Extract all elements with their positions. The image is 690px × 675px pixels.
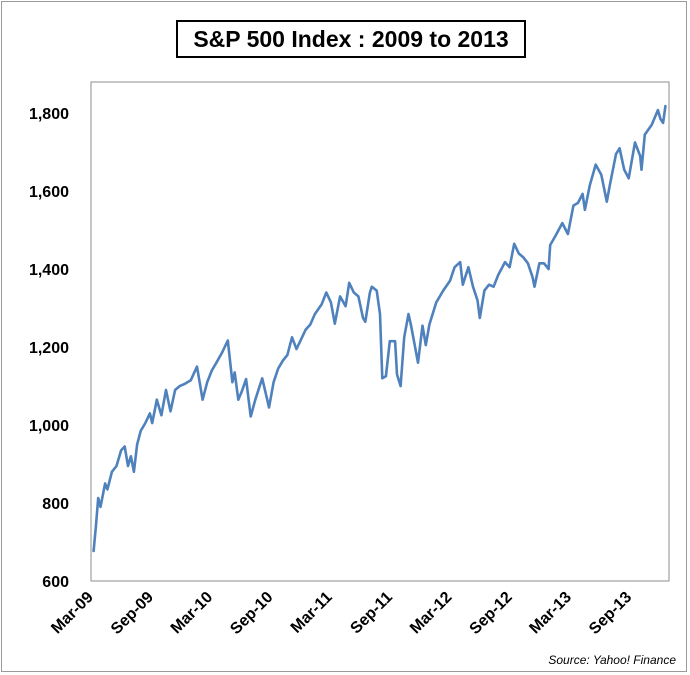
x-axis: Mar-09 Sep-09 Mar-10 Sep-10 Mar-11 Sep-11 Mar-…: [48, 589, 635, 638]
y-tick-label: 1,400: [29, 262, 69, 279]
y-axis: 600 800 1,000 1,200 1,400 1,600 1,800: [29, 106, 69, 591]
y-tick-label: 1,200: [29, 340, 69, 357]
x-tick-label: Mar-12: [407, 589, 456, 638]
y-tick-label: 1,800: [29, 106, 69, 123]
series-line: [92, 104, 667, 553]
x-tick-label: Mar-11: [288, 589, 336, 637]
x-tick-label: Sep-09: [108, 589, 157, 638]
chart-title: S&P 500 Index : 2009 to 2013: [176, 20, 526, 58]
source-note: Source: Yahoo! Finance: [548, 653, 676, 667]
y-tick-label: 600: [42, 574, 69, 591]
y-tick-label: 1,000: [29, 418, 69, 435]
x-tick-label: Sep-10: [227, 589, 276, 638]
x-tick-label: Mar-09: [48, 589, 97, 638]
y-tick-label: 1,600: [29, 184, 69, 201]
series-layer: [92, 104, 667, 553]
x-tick-label: Sep-12: [467, 589, 516, 638]
y-tick-label: 800: [42, 496, 69, 513]
x-tick-label: Sep-13: [586, 589, 635, 638]
x-tick-label: Mar-13: [526, 589, 575, 638]
x-tick-label: Mar-10: [168, 589, 217, 638]
x-tick-label: Sep-11: [347, 589, 396, 638]
